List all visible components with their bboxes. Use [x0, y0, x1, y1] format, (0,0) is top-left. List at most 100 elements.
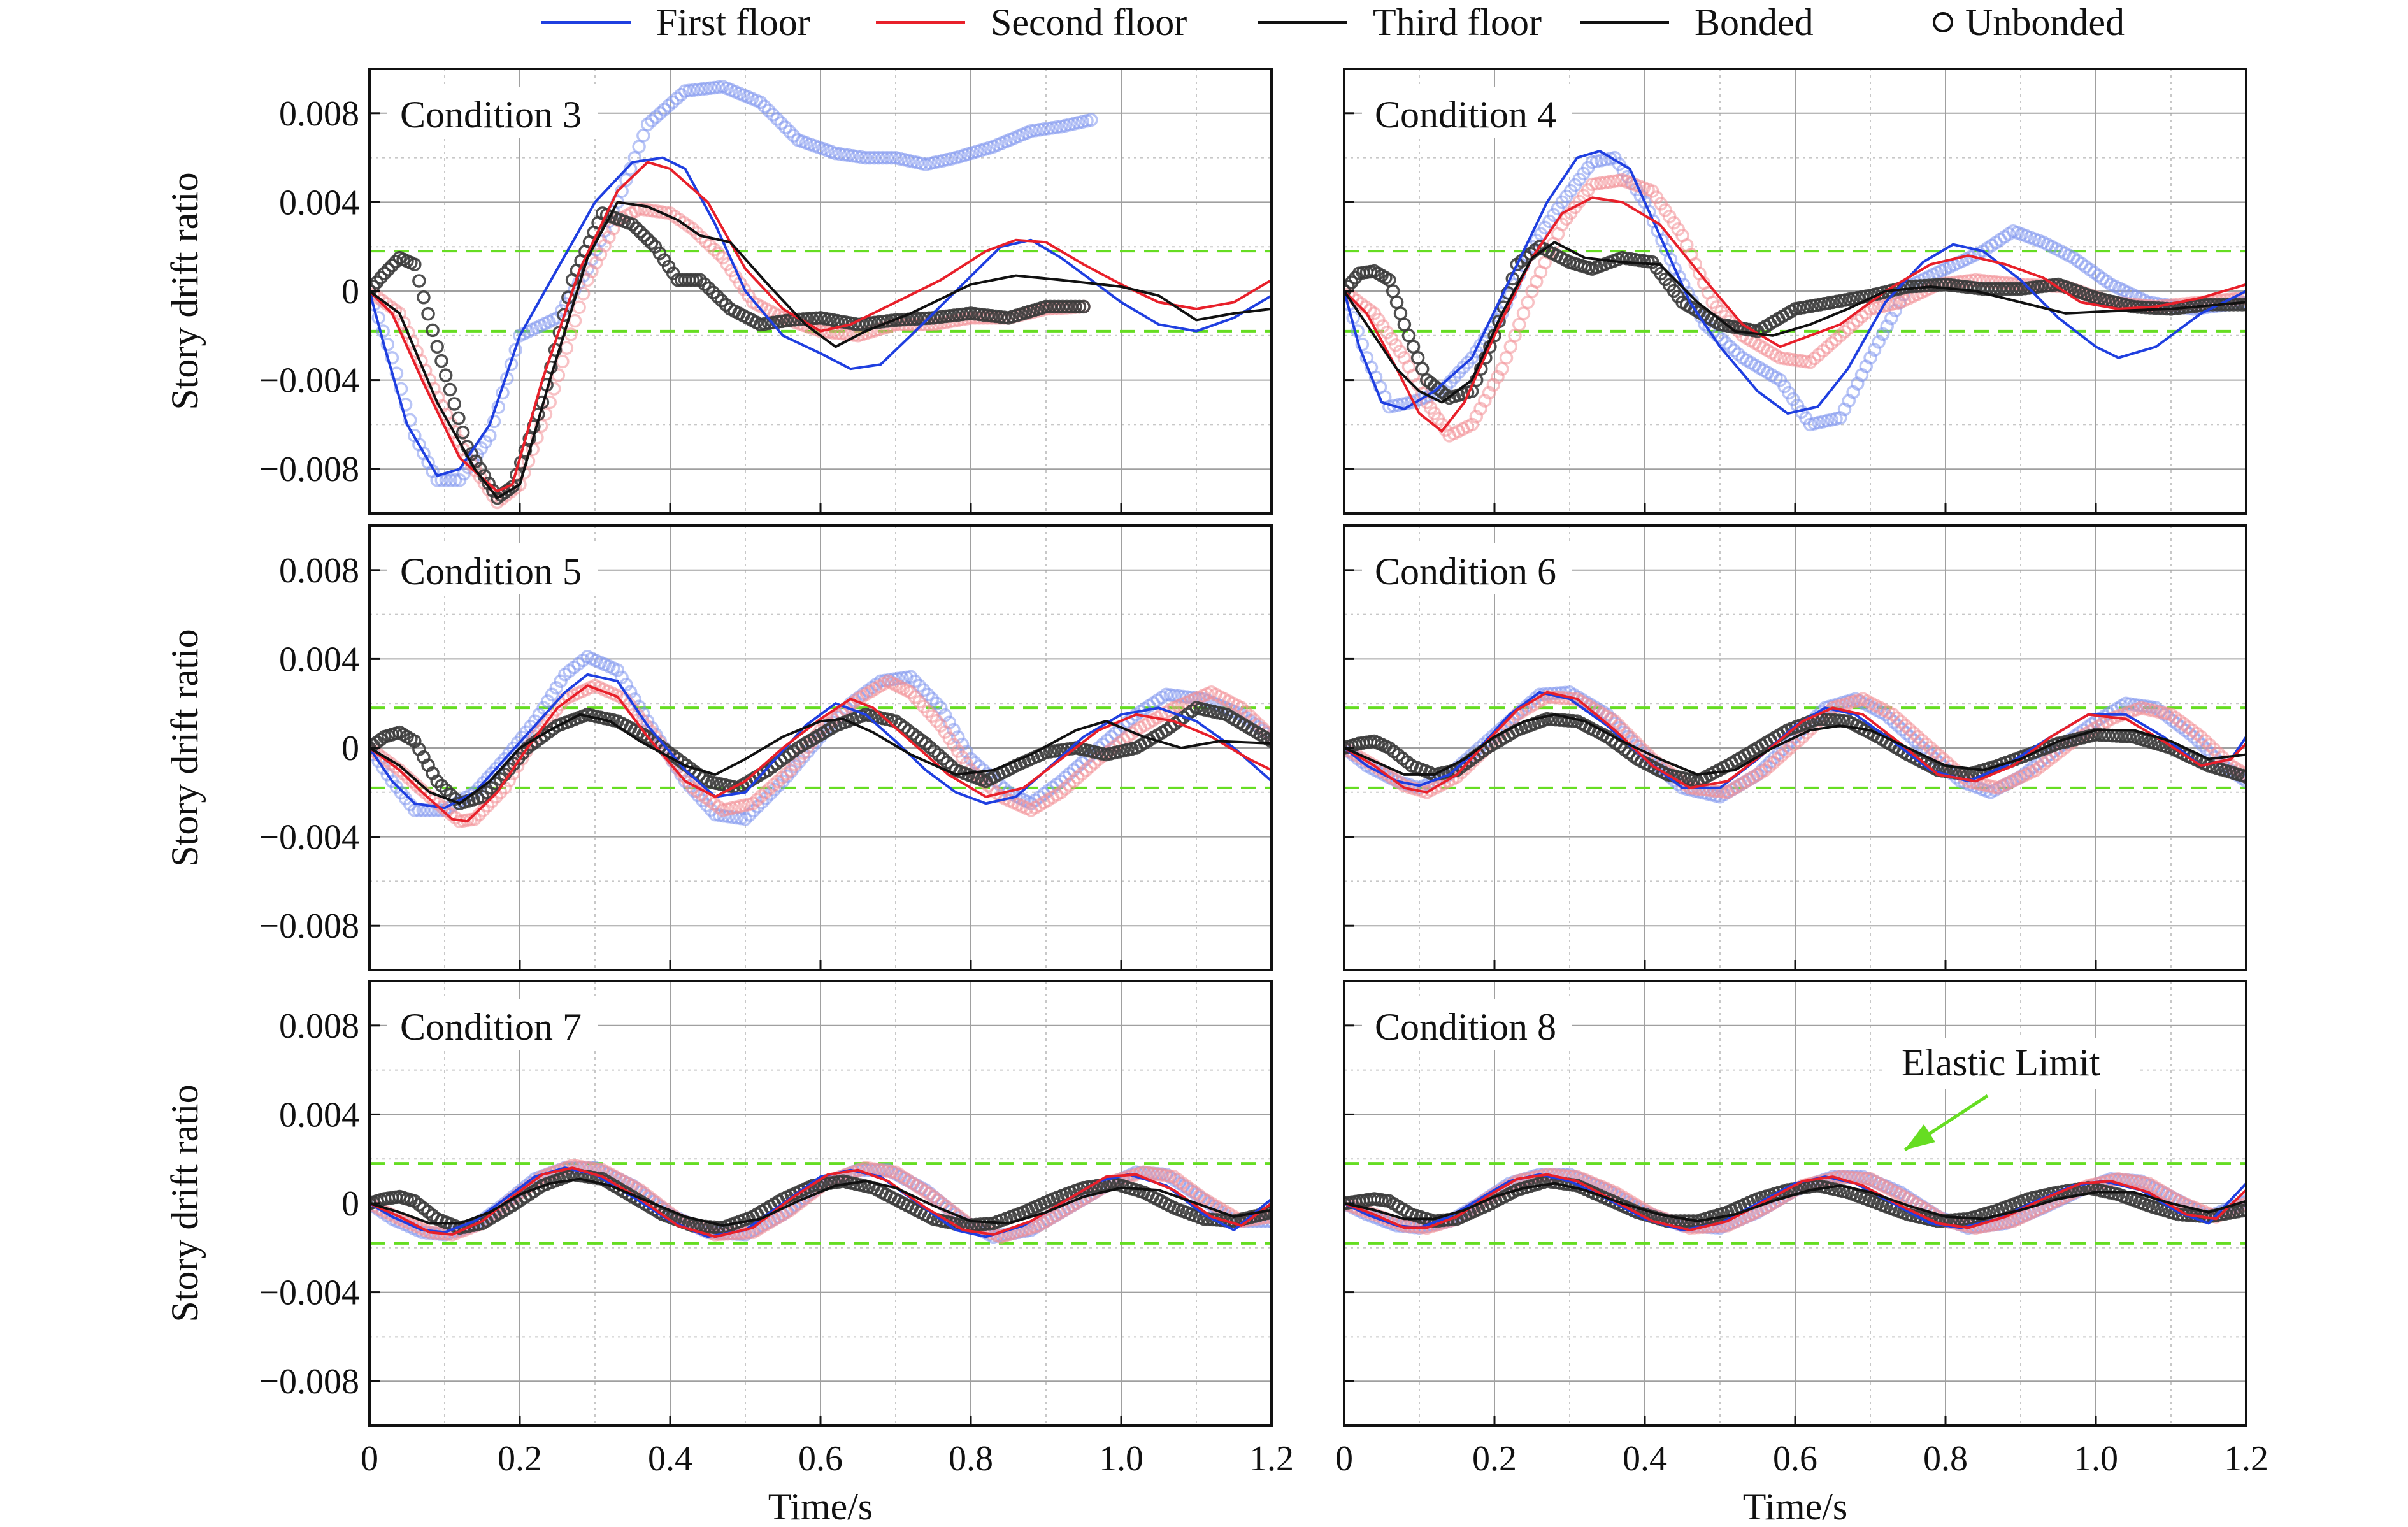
unbonded-point — [867, 150, 882, 165]
legend-item: Second floor — [876, 1, 1187, 43]
y-tick-label: −0.004 — [259, 361, 359, 401]
unbonded-point — [1238, 705, 1253, 719]
panel-4: Condition 6 — [1343, 524, 2247, 971]
unbonded-point — [1557, 713, 1572, 728]
condition-label: Condition 8 — [1375, 1006, 1556, 1048]
y-tick-label: 0.004 — [279, 1095, 359, 1135]
legend-item: Bonded — [1580, 1, 1814, 43]
y-tick-label: −0.008 — [259, 450, 359, 489]
unbonded-point — [1608, 714, 1622, 728]
condition-label: Condition 6 — [1375, 550, 1556, 592]
condition-label-box — [387, 87, 598, 138]
legend-circle-swatch — [1933, 12, 1953, 32]
unbonded-point — [619, 173, 633, 187]
y-axis-title: Story drift ratio — [164, 172, 206, 410]
panel-6: 0 0.2 0.4 0.6 0.8 1.0 1.2 Condition 8 Time/s Elas… — [1335, 980, 2268, 1527]
plot-area — [369, 80, 1272, 510]
unbonded-point — [385, 350, 399, 365]
unbonded-point — [508, 343, 523, 357]
y-tick-label: −0.008 — [259, 1362, 359, 1402]
unbonded-point — [2198, 734, 2212, 748]
unbonded-point — [1265, 1210, 1272, 1224]
condition-label-box — [387, 543, 598, 594]
unbonded-point — [1499, 350, 1514, 365]
unbonded-point — [633, 225, 647, 239]
unbonded-point — [443, 473, 458, 487]
bonded-line-first — [369, 156, 1272, 477]
unbonded-point — [707, 1220, 721, 1235]
unbonded-point — [863, 150, 877, 165]
condition-label: Condition 5 — [400, 550, 582, 592]
unbonded-point — [1620, 727, 1635, 741]
unbonded-point — [615, 670, 629, 685]
unbonded-point — [640, 232, 655, 247]
unbonded-point — [421, 306, 435, 321]
unbonded-point — [482, 476, 496, 491]
unbonded-point — [380, 338, 395, 352]
unbonded-point — [1397, 317, 1412, 332]
unbonded-point — [978, 1217, 992, 1231]
unbonded-point — [1265, 1214, 1272, 1228]
unbonded-point — [1612, 718, 1626, 733]
unbonded-point — [1401, 329, 1416, 343]
unbonded-point — [408, 257, 422, 271]
unbonded-point — [417, 290, 431, 305]
unbonded-point — [610, 663, 625, 677]
unbonded-point — [1859, 1172, 1874, 1186]
y-tick-label: 0 — [341, 1184, 359, 1224]
unbonded-point — [703, 238, 717, 252]
annotation-arrow-head — [1905, 1124, 1935, 1150]
x-tick-label: 1.2 — [2224, 1439, 2268, 1479]
unbonded-point — [632, 140, 646, 154]
unbonded-series-first — [369, 80, 1098, 487]
unbonded-point — [1077, 299, 1091, 314]
bonded-line-third — [1344, 1182, 2246, 1222]
unbonded-point — [1837, 1170, 1852, 1184]
unbonded-point — [1355, 338, 1370, 352]
panel-1: 0.008 0.004 0 −0.004 −0.008 Condition 3 Story … — [164, 68, 1273, 515]
unbonded-point — [1084, 113, 1098, 127]
unbonded-point — [757, 99, 771, 113]
unbonded-point — [447, 397, 461, 411]
unbonded-point — [690, 226, 704, 240]
unbonded-point — [522, 431, 536, 446]
condition-label-box — [387, 999, 598, 1050]
unbonded-point — [871, 150, 885, 165]
unbonded-point — [426, 323, 440, 338]
unbonded-point — [1819, 712, 1833, 727]
y-tick-label: 0.008 — [279, 1007, 359, 1046]
unbonded-point — [706, 285, 720, 299]
unbonded-point — [1072, 299, 1087, 314]
legend: First floor Second floor Third floor Bonded… — [541, 1, 2125, 43]
bonded-line-third — [1344, 241, 2246, 404]
unbonded-point — [2239, 290, 2246, 305]
legend-label: Bonded — [1695, 1, 1814, 43]
condition-label-box — [1362, 543, 1572, 594]
y-tick-label: 0 — [341, 272, 359, 312]
unbonded-point — [1561, 713, 1576, 728]
unbonded-point — [973, 1217, 987, 1231]
y-tick-label: 0.004 — [279, 183, 359, 222]
unbonded-point — [2239, 770, 2246, 784]
unbonded-point — [753, 95, 768, 110]
unbonded-point — [766, 108, 780, 122]
unbonded-point — [2235, 298, 2246, 312]
unbonded-point — [792, 312, 806, 327]
legend-label: Second floor — [991, 1, 1187, 43]
unbonded-point — [710, 289, 724, 304]
x-tick-label: 0 — [1335, 1439, 1353, 1479]
unbonded-point — [443, 382, 457, 397]
unbonded-point — [685, 222, 700, 236]
bonded-line-second — [369, 684, 1272, 823]
unbonded-point — [859, 150, 873, 165]
unbonded-point — [712, 247, 726, 261]
legend-item: First floor — [541, 1, 810, 43]
x-tick-label: 0 — [361, 1439, 378, 1479]
unbonded-point — [2194, 729, 2208, 744]
unbonded-point — [1616, 722, 1630, 737]
bonded-line-third — [369, 201, 1272, 499]
x-tick-label: 0.4 — [1623, 1439, 1667, 1479]
bonded-line-third — [369, 1177, 1272, 1227]
unbonded-point — [636, 128, 650, 143]
